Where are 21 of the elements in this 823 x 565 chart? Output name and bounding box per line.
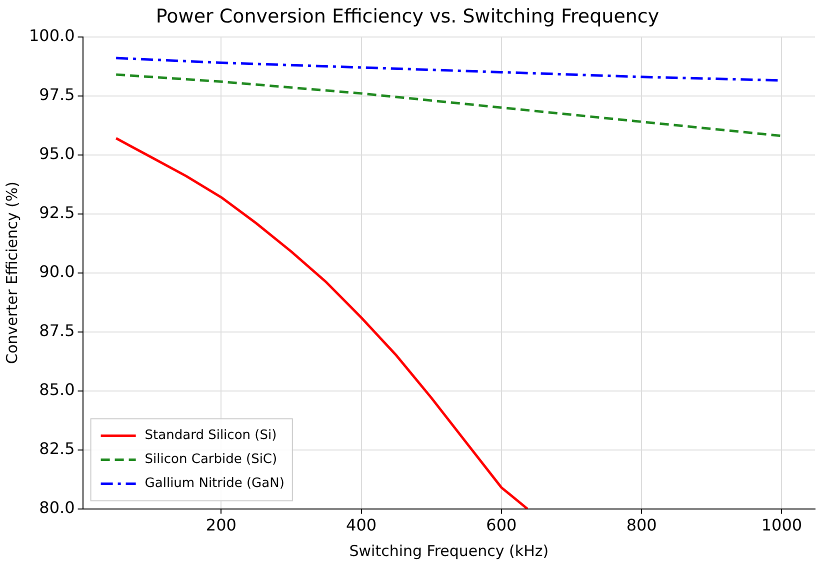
x-tick-label: 1000 (761, 516, 802, 535)
y-tick-label: 97.5 (39, 84, 75, 104)
y-axis-title: Converter Efficiency (%) (2, 182, 21, 364)
y-tick-label: 82.5 (39, 438, 75, 458)
y-tick-label: 87.5 (39, 320, 75, 340)
y-tick-label: 92.5 (39, 202, 75, 222)
x-tick-label: 400 (346, 516, 377, 535)
y-tick-label: 90.0 (39, 262, 75, 281)
legend-label: Standard Silicon (Si) (144, 428, 277, 444)
y-tick-label: 100.0 (28, 26, 75, 45)
x-tick-label: 600 (486, 516, 517, 535)
x-axis-title: Switching Frequency (kHz) (349, 542, 549, 560)
y-tick-label: 80.0 (39, 498, 75, 517)
line-series (114, 73, 783, 138)
legend-label: Silicon Carbide (SiC) (144, 452, 278, 468)
y-tick-label: 85.0 (39, 380, 75, 399)
y-tick-label: 95.0 (39, 144, 75, 163)
chart-title: Power Conversion Efficiency vs. Switching Frequency (156, 5, 660, 28)
x-tick-label: 800 (626, 516, 657, 535)
legend-label: Gallium Nitride (GaN) (144, 476, 284, 492)
x-tick-label: 200 (206, 516, 236, 535)
